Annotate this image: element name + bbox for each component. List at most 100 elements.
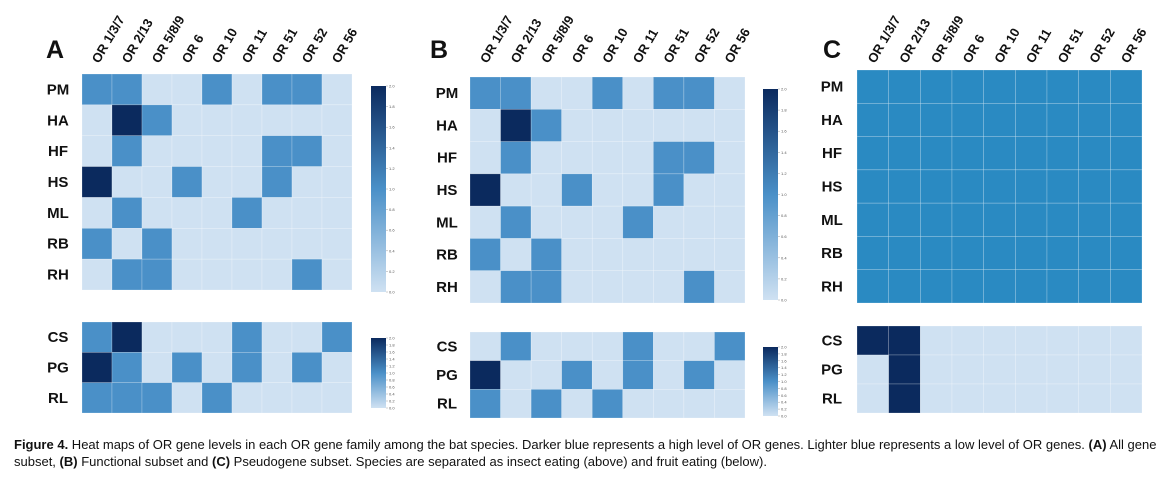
row-label: CS — [822, 333, 843, 350]
heatmap-cell — [591, 76, 624, 110]
heatmap-cell — [321, 382, 353, 414]
heatmap-cell — [653, 76, 685, 110]
heatmap-cell — [291, 166, 323, 198]
heatmap-cell — [469, 270, 501, 304]
heatmap-cell — [171, 197, 203, 229]
caption-part: Pseudogene subset. Species are separated… — [230, 454, 767, 469]
colorbar-tick-label: 0.0 — [781, 414, 787, 419]
heatmap-cell — [291, 197, 323, 229]
colorbar-tick-label: 0.2 — [781, 407, 787, 412]
column-label: OR 6 — [959, 32, 987, 66]
heatmap-cell — [1046, 136, 1079, 171]
heatmap-cell — [622, 108, 654, 142]
heatmap-cell — [591, 331, 624, 361]
heatmap-cell — [714, 173, 746, 207]
heatmap-cell — [856, 354, 889, 385]
colorbar-tick-label: 0.4 — [781, 400, 787, 405]
colorbar-tick-label: 0.8 — [781, 213, 787, 218]
heatmap-cell — [141, 104, 173, 137]
heatmap-cell — [111, 166, 143, 198]
heatmap-cell — [983, 383, 1016, 414]
heatmap-cell — [261, 258, 293, 291]
column-label: OR 51 — [1054, 25, 1086, 65]
heatmap-cell — [291, 382, 323, 414]
heatmap-cell — [201, 382, 233, 414]
heatmap-cell — [261, 166, 293, 198]
heatmap-cell — [1046, 269, 1079, 304]
column-label: OR 10 — [599, 25, 631, 65]
colorbar-tick-label: 1.6 — [781, 129, 787, 134]
heatmap-cell — [983, 69, 1016, 104]
heatmap-cell — [888, 69, 921, 104]
colorbar-tick-label: 0.0 — [389, 406, 395, 411]
row-label: HS — [822, 179, 843, 196]
heatmap-cell — [1110, 136, 1143, 171]
heatmap-cell — [111, 73, 143, 106]
colorbar-tick-label: 0.6 — [781, 393, 787, 398]
colorbar-tick-label: 1.2 — [781, 171, 787, 176]
heatmap-cell — [983, 354, 1016, 385]
heatmap-cell — [1015, 202, 1048, 237]
colorbar-tick-label: 1.2 — [389, 166, 395, 171]
heatmap-cell — [683, 76, 715, 110]
colorbar — [763, 89, 778, 300]
heatmap-cell — [888, 202, 921, 237]
colorbar-tick-label: 0.2 — [389, 399, 395, 404]
heatmap-cell — [171, 352, 203, 383]
heatmap-cell — [983, 102, 1016, 137]
colorbar-tick-label: 2.0 — [781, 87, 787, 92]
heatmap-cell — [622, 205, 654, 239]
heatmap-cell — [321, 135, 353, 167]
heatmap-cell — [714, 238, 746, 272]
heatmap-cell — [530, 205, 562, 239]
heatmap-cell — [231, 258, 263, 291]
heatmap-cell — [561, 141, 593, 175]
heatmap-cell — [321, 73, 353, 106]
heatmap-cell — [714, 108, 746, 142]
row-label: RB — [436, 247, 458, 264]
heatmap-cell — [888, 169, 921, 204]
heatmap-cell — [141, 73, 173, 106]
heatmap-cell — [561, 360, 593, 390]
colorbar-tick-label: 2.0 — [389, 84, 395, 89]
heatmap-cell — [920, 325, 953, 356]
heatmap-cell — [1015, 269, 1048, 304]
heatmap-cell — [920, 69, 953, 104]
heatmap-cell — [201, 73, 233, 106]
heatmap-cell — [111, 258, 143, 291]
heatmap-cell — [469, 141, 501, 175]
heatmap-cell — [1110, 169, 1143, 204]
heatmap-cell — [500, 76, 532, 110]
heatmap-cell — [1110, 102, 1143, 137]
heatmap-cell — [920, 354, 953, 385]
row-label: HA — [47, 112, 69, 129]
heatmap-cell — [111, 135, 143, 167]
caption-part: (A) — [1088, 437, 1107, 452]
column-label: OR 56 — [721, 25, 753, 65]
heatmap-cell — [856, 136, 889, 171]
heatmap-cell — [683, 173, 715, 207]
colorbar — [763, 347, 778, 416]
heatmap-cell — [1110, 202, 1143, 237]
caption-part: Heat maps of OR gene levels in each OR g… — [68, 437, 1089, 452]
caption-part: All gene subset, — [14, 437, 1157, 469]
heatmap-cell — [653, 360, 685, 390]
column-label: OR 56 — [1118, 25, 1150, 65]
heatmap-cell — [111, 352, 143, 383]
heatmap-cell — [983, 202, 1016, 237]
heatmap-cell — [201, 352, 233, 383]
heatmap-cell — [714, 205, 746, 239]
row-label: HS — [48, 174, 69, 191]
heatmap-cell — [469, 331, 501, 361]
heatmap-cell — [561, 270, 593, 304]
heatmap-cell — [591, 141, 624, 175]
heatmap-cell — [1078, 69, 1111, 104]
heatmap-cell — [1078, 325, 1111, 356]
heatmap-cell — [1078, 383, 1111, 414]
heatmap-cell — [1110, 69, 1143, 104]
heatmap-cell — [653, 270, 685, 304]
row-label: PG — [436, 367, 458, 384]
